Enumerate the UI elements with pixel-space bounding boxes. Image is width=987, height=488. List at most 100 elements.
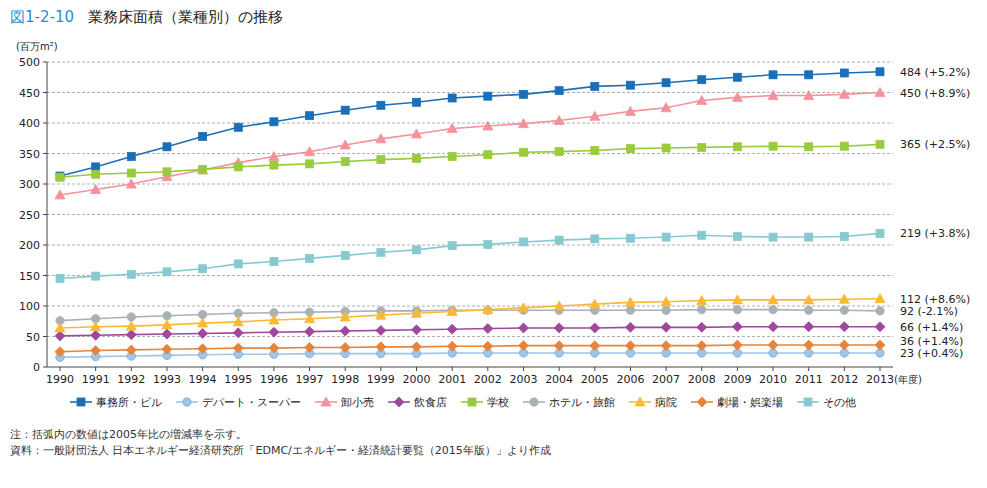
x-tick xyxy=(416,367,417,371)
point xyxy=(233,328,243,338)
point xyxy=(92,170,100,178)
point xyxy=(662,233,670,241)
point xyxy=(92,163,100,171)
point xyxy=(55,323,65,332)
y-tick xyxy=(43,336,47,337)
end-label: 92 (-2.1%) xyxy=(900,305,958,318)
point xyxy=(269,343,279,353)
point xyxy=(162,344,172,354)
point xyxy=(412,325,422,335)
x-tick xyxy=(808,367,809,371)
point xyxy=(483,121,493,130)
point xyxy=(91,184,101,193)
point xyxy=(269,152,279,161)
legend-item: 卸小売 xyxy=(315,396,374,409)
point xyxy=(554,341,564,351)
x-tick-label: 2013 xyxy=(866,373,894,386)
point xyxy=(697,296,707,305)
point xyxy=(839,322,849,332)
point xyxy=(591,82,599,90)
point xyxy=(305,342,315,352)
x-tick-label: 2006 xyxy=(616,373,644,386)
chart: 図1-2-10業務床面積（業種別）の推移(百万m²)05010015020025… xyxy=(0,0,987,488)
point xyxy=(839,340,849,350)
series-line xyxy=(60,353,880,357)
x-tick-label: 2005 xyxy=(581,373,609,386)
point xyxy=(839,294,849,303)
x-tick-label: 2007 xyxy=(652,373,680,386)
x-tick-label: 2009 xyxy=(723,373,751,386)
x-tick xyxy=(131,367,132,371)
point xyxy=(698,231,706,239)
point xyxy=(305,327,315,337)
point xyxy=(698,143,706,151)
point xyxy=(662,306,670,314)
point xyxy=(625,322,635,332)
legend-item: その他 xyxy=(797,396,856,409)
legend-marker xyxy=(321,397,331,406)
point xyxy=(233,343,243,353)
x-tick xyxy=(380,367,381,371)
point xyxy=(126,345,136,355)
point xyxy=(876,140,884,148)
grid-line xyxy=(47,92,893,93)
legend-label: 学校 xyxy=(487,396,509,409)
point xyxy=(340,140,350,149)
point xyxy=(341,106,349,114)
legend-label: 卸小売 xyxy=(341,396,374,409)
legend-item: ホテル・旅館 xyxy=(523,396,615,409)
point xyxy=(233,317,243,326)
y-tick xyxy=(43,245,47,246)
series-line xyxy=(60,72,880,176)
legend-item: 劇場・娯楽場 xyxy=(691,396,783,409)
x-tick-label: 1991 xyxy=(82,373,110,386)
point xyxy=(661,297,671,306)
point xyxy=(590,299,600,308)
x-tick-label: 2001 xyxy=(438,373,466,386)
point xyxy=(698,305,706,313)
point xyxy=(733,232,741,240)
point xyxy=(519,90,527,98)
grid-line xyxy=(47,62,893,63)
point xyxy=(55,347,65,357)
point xyxy=(162,320,172,329)
point xyxy=(840,306,848,314)
point xyxy=(804,91,814,100)
point xyxy=(697,322,707,332)
legend-label: 飲食店 xyxy=(414,396,447,409)
point xyxy=(805,143,813,151)
point xyxy=(555,236,563,244)
point xyxy=(270,118,278,126)
point xyxy=(662,79,670,87)
y-tick-label: 300 xyxy=(19,178,40,191)
point xyxy=(92,272,100,280)
point xyxy=(448,94,456,102)
grid-line xyxy=(47,275,893,276)
point xyxy=(306,112,314,120)
y-tick-label: 350 xyxy=(19,148,40,161)
point xyxy=(377,248,385,256)
point xyxy=(306,254,314,262)
grid-line xyxy=(47,306,893,307)
point xyxy=(590,111,600,120)
point xyxy=(55,331,65,341)
point xyxy=(413,98,421,106)
y-tick xyxy=(43,123,47,124)
grid-line xyxy=(47,214,893,215)
y-tick xyxy=(43,153,47,154)
point xyxy=(625,106,635,115)
point xyxy=(447,306,457,315)
point xyxy=(376,325,386,335)
x-tick xyxy=(737,367,738,371)
x-tick-label: 2008 xyxy=(688,373,716,386)
point xyxy=(377,101,385,109)
point xyxy=(876,229,884,237)
y-tick-label: 250 xyxy=(19,209,40,222)
point xyxy=(163,268,171,276)
legend-marker xyxy=(394,397,404,407)
legend-label: 劇場・娯楽場 xyxy=(717,396,783,409)
point xyxy=(412,308,422,317)
point xyxy=(198,318,208,327)
point xyxy=(198,344,208,354)
y-axis xyxy=(47,62,48,367)
